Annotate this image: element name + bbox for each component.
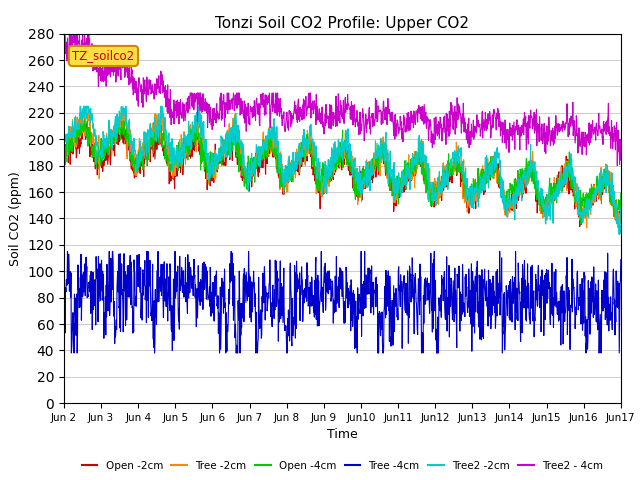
Tree -4cm — [63, 249, 71, 254]
Tree2 - 4cm — [429, 131, 436, 137]
Tree -2cm — [429, 183, 437, 189]
Legend: Open -2cm, Tree -2cm, Open -4cm, Tree -4cm, Tree2 -2cm, Tree2 - 4cm: Open -2cm, Tree -2cm, Open -4cm, Tree -4… — [77, 456, 607, 475]
Tree -2cm — [60, 147, 68, 153]
Line: Tree -4cm: Tree -4cm — [64, 252, 621, 353]
Tree -2cm — [583, 225, 591, 231]
Open -4cm — [60, 158, 68, 164]
Tree2 -2cm — [617, 213, 625, 219]
Tree2 - 4cm — [246, 106, 254, 111]
Tree -2cm — [184, 146, 192, 152]
Open -4cm — [171, 153, 179, 159]
Open -4cm — [577, 221, 585, 227]
X-axis label: Time: Time — [327, 429, 358, 442]
Y-axis label: Soil CO2 (ppm): Soil CO2 (ppm) — [9, 171, 22, 266]
Open -2cm — [502, 204, 509, 209]
Tree -4cm — [502, 283, 510, 288]
Tree2 -2cm — [429, 192, 437, 197]
Open -4cm — [81, 117, 88, 122]
Open -2cm — [171, 186, 179, 192]
Tree -4cm — [60, 282, 68, 288]
Tree -2cm — [246, 163, 254, 168]
Title: Tonzi Soil CO2 Profile: Upper CO2: Tonzi Soil CO2 Profile: Upper CO2 — [216, 16, 469, 31]
Tree -2cm — [551, 183, 559, 189]
Tree -4cm — [172, 249, 179, 254]
Tree -2cm — [617, 217, 625, 223]
Tree -2cm — [502, 209, 509, 215]
Tree -4cm — [67, 350, 75, 356]
Tree -2cm — [171, 157, 179, 163]
Tree2 -2cm — [76, 103, 84, 109]
Line: Open -4cm: Open -4cm — [64, 120, 621, 224]
Open -2cm — [60, 158, 68, 164]
Tree -4cm — [429, 257, 437, 263]
Open -2cm — [617, 201, 625, 207]
Tree2 -2cm — [171, 160, 179, 166]
Line: Tree2 -2cm: Tree2 -2cm — [64, 106, 621, 234]
Open -4cm — [551, 180, 559, 186]
Line: Tree -2cm: Tree -2cm — [64, 113, 621, 228]
Tree -2cm — [76, 110, 84, 116]
Tree2 -2cm — [616, 231, 623, 237]
Tree2 -2cm — [60, 135, 68, 141]
Tree2 -2cm — [246, 175, 254, 180]
Tree2 - 4cm — [60, 31, 68, 36]
Tree2 - 4cm — [170, 120, 178, 126]
Open -4cm — [184, 136, 192, 142]
Tree -4cm — [552, 286, 559, 292]
Tree -4cm — [617, 257, 625, 263]
Line: Open -2cm: Open -2cm — [64, 121, 621, 227]
Open -2cm — [246, 175, 254, 181]
Open -4cm — [502, 211, 509, 217]
Tree2 - 4cm — [614, 163, 621, 168]
Open -4cm — [246, 156, 254, 161]
Tree2 -2cm — [184, 141, 192, 146]
Open -2cm — [81, 119, 89, 124]
Open -2cm — [576, 224, 584, 229]
Tree2 - 4cm — [184, 110, 191, 116]
Open -2cm — [184, 144, 192, 150]
Tree2 - 4cm — [551, 130, 559, 136]
Tree2 - 4cm — [617, 144, 625, 150]
Tree2 -2cm — [502, 205, 509, 211]
Line: Tree2 - 4cm: Tree2 - 4cm — [64, 34, 621, 166]
Tree -4cm — [185, 295, 193, 301]
Tree2 -2cm — [551, 192, 559, 198]
Text: TZ_soilco2: TZ_soilco2 — [72, 49, 134, 62]
Open -2cm — [429, 196, 437, 202]
Open -4cm — [617, 191, 625, 196]
Tree2 - 4cm — [502, 129, 509, 135]
Open -2cm — [551, 190, 559, 195]
Open -4cm — [429, 203, 437, 209]
Tree -4cm — [247, 311, 255, 316]
